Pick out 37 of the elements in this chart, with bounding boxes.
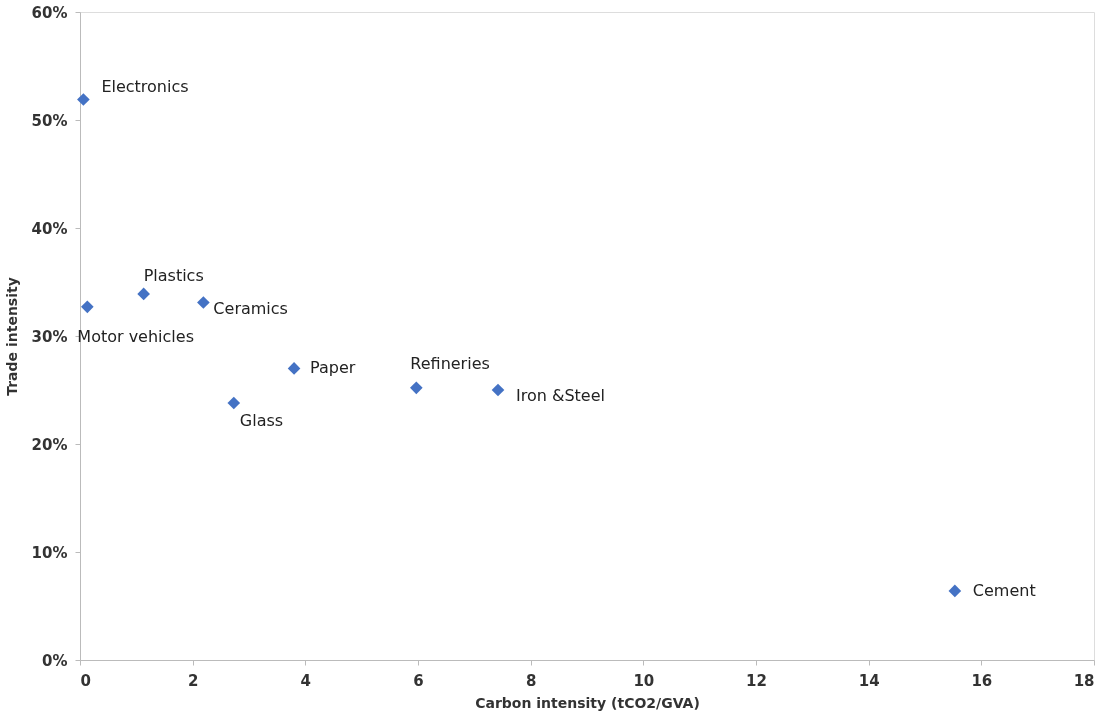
- x-tick-label: 0: [80, 671, 91, 690]
- x-tick-label: 18: [1073, 671, 1095, 690]
- annotation: Refineries: [410, 353, 490, 373]
- point: [287, 362, 301, 375]
- point: [81, 300, 94, 314]
- x-tick-label: 16: [971, 671, 993, 690]
- x-tick-label: 14: [858, 671, 880, 690]
- annotation: Ceramics: [213, 298, 288, 318]
- annotation: Electronics: [101, 77, 189, 97]
- y-axis-title: Trade intensity: [3, 277, 20, 396]
- annotation: Motor vehicles: [77, 326, 194, 346]
- annotation: Paper: [310, 358, 356, 378]
- y-tick-label: 20%: [31, 435, 68, 454]
- annotation: Glass: [239, 410, 284, 430]
- annotation: Plastics: [143, 265, 204, 285]
- point: [137, 287, 150, 301]
- x-tick-label: 12: [746, 671, 767, 690]
- y-tick-label: 10%: [31, 543, 68, 562]
- annotation: Cement: [972, 580, 1036, 600]
- x-tick-label: 10: [633, 671, 655, 690]
- annotation: Iron &Steel: [515, 386, 605, 405]
- x-tick-label: 4: [300, 671, 312, 690]
- x-tick-label: 6: [413, 671, 424, 690]
- point: [77, 93, 90, 106]
- point: [197, 296, 210, 309]
- x-tick-label: 8: [525, 671, 537, 690]
- point: [409, 381, 423, 395]
- y-tick-label: 60%: [31, 3, 68, 22]
- y-tick-label: 50%: [31, 111, 68, 130]
- x-tick-label: 2: [187, 671, 199, 690]
- y-tick-label: 0%: [42, 651, 68, 670]
- x-axis-title: Carbon intensity (tCO2/GVA): [475, 694, 700, 711]
- point: [491, 383, 505, 397]
- y-tick-label: 30%: [31, 327, 68, 346]
- point: [227, 396, 241, 410]
- point: [948, 584, 962, 598]
- y-tick-label: 40%: [31, 219, 68, 238]
